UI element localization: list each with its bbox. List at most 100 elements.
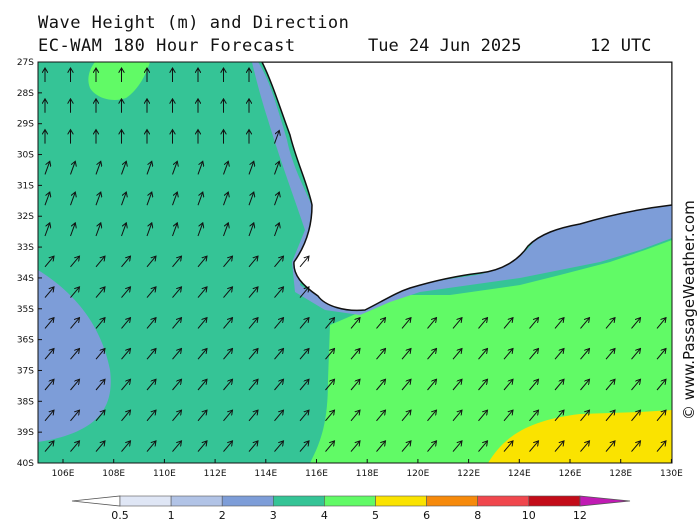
wave-arrow	[427, 442, 436, 452]
wave-arrow	[70, 288, 79, 298]
wave-arrow	[223, 318, 232, 329]
wave-arrow	[274, 380, 283, 391]
lon-label: 112E	[204, 469, 227, 479]
wave-arrow	[605, 318, 614, 329]
lat-label: 35S	[17, 305, 34, 315]
forecast-date: Tue 24 Jun 2025	[368, 36, 522, 56]
wave-arrow	[656, 380, 665, 391]
wave-arrow	[146, 288, 155, 298]
wave-arrow	[299, 349, 308, 360]
wave-arrow	[172, 411, 181, 422]
wave-arrow	[452, 380, 461, 391]
wave-arrow	[529, 380, 538, 391]
wave-arrow	[529, 318, 538, 329]
wave-arrow	[274, 193, 279, 206]
wave-arrow	[121, 411, 130, 422]
wave-arrow	[401, 349, 410, 360]
wave-arrow	[197, 411, 206, 422]
wave-arrow	[580, 380, 589, 391]
wave-arrow	[325, 318, 334, 329]
wave-arrow	[248, 288, 257, 298]
wave-arrow	[631, 318, 640, 329]
wave-arrow	[44, 318, 53, 329]
wave-arrow	[172, 442, 181, 452]
wave-arrow	[95, 257, 104, 268]
wave-arrow	[274, 318, 283, 329]
wave-arrow	[70, 442, 79, 452]
wave-arrow	[452, 411, 461, 422]
colorbar-segment	[324, 495, 376, 507]
wave-arrow	[70, 224, 75, 237]
wave-arrow	[44, 349, 53, 360]
wave-arrow	[631, 442, 640, 452]
wave-arrow	[478, 442, 487, 452]
wave-arrow	[452, 442, 461, 452]
lat-label: 27S	[17, 58, 34, 68]
wave-arrow	[325, 411, 334, 422]
wave-arrow	[44, 224, 49, 237]
wave-arrow	[325, 380, 334, 391]
lat-label: 38S	[17, 397, 34, 407]
wave-arrow	[350, 442, 359, 452]
wave-arrow	[172, 224, 177, 237]
wave-arrow	[656, 442, 665, 452]
colorbar-label: 2	[219, 509, 226, 522]
colorbar-segment	[477, 495, 530, 507]
wave-arrow	[197, 442, 206, 452]
lon-label: 130E	[660, 469, 683, 479]
wave-arrow	[274, 257, 283, 268]
lon-label: 114E	[254, 469, 277, 479]
wave-arrow	[146, 411, 155, 422]
wave-arrow	[197, 318, 206, 329]
wave-arrow	[274, 442, 283, 452]
wave-arrow	[248, 224, 253, 237]
colorbar-label: 8	[474, 509, 481, 522]
lon-label: 122E	[457, 469, 480, 479]
latitude-axis: 27S 28S 29S 30S 31S 32S 33S 34S 35S 36S 37S 38S 39S 4…	[17, 58, 42, 469]
wave-arrow	[172, 318, 181, 329]
wave-arrow	[121, 288, 130, 298]
wave-arrow	[376, 442, 385, 452]
colorbar-low-end	[71, 495, 121, 507]
wave-arrow	[95, 288, 104, 298]
wave-arrow	[299, 288, 308, 298]
chart-title: Wave Height (m) and Direction	[38, 13, 350, 33]
wave-arrow	[554, 318, 563, 329]
wave-arrow	[70, 318, 79, 329]
wave-arrow	[248, 193, 253, 206]
wave-arrow	[121, 318, 130, 329]
wave-arrow	[401, 318, 410, 329]
wave-arrow	[44, 380, 53, 391]
wave-arrow	[299, 380, 308, 391]
colorbar-label: 0.5	[111, 509, 129, 522]
wave-arrow	[70, 349, 79, 360]
colorbar-label: 5	[372, 509, 379, 522]
wave-arrow	[605, 442, 614, 452]
lat-label: 32S	[17, 212, 34, 222]
wave-arrow	[478, 318, 487, 329]
wave-arrow	[529, 349, 538, 360]
wave-arrow	[554, 442, 563, 452]
wave-arrow	[121, 193, 126, 206]
wave-arrow	[274, 131, 279, 144]
lat-label: 31S	[17, 181, 34, 191]
wave-arrow	[95, 411, 104, 422]
wave-arrow	[95, 442, 104, 452]
wave-arrow	[172, 162, 177, 175]
wave-arrow	[70, 162, 75, 175]
wave-arrow	[427, 318, 436, 329]
wave-arrow	[70, 411, 79, 422]
wave-arrow	[325, 349, 334, 360]
sea-2-3m-west	[38, 270, 111, 442]
longitude-axis: 106E 108E 110E 112E 114E 116E 118E 120E 122E 124E…	[52, 459, 683, 479]
colorbar-segment	[272, 495, 325, 507]
map-frame	[37, 61, 673, 464]
lon-label: 106E	[52, 469, 75, 479]
colorbar-segment	[119, 495, 172, 507]
colorbar-label: 12	[573, 509, 587, 522]
wave-arrow	[248, 442, 257, 452]
wave-arrow	[44, 257, 53, 268]
wave-arrow	[452, 318, 461, 329]
colorbar-segment	[528, 495, 581, 507]
wave-arrow	[299, 442, 308, 452]
